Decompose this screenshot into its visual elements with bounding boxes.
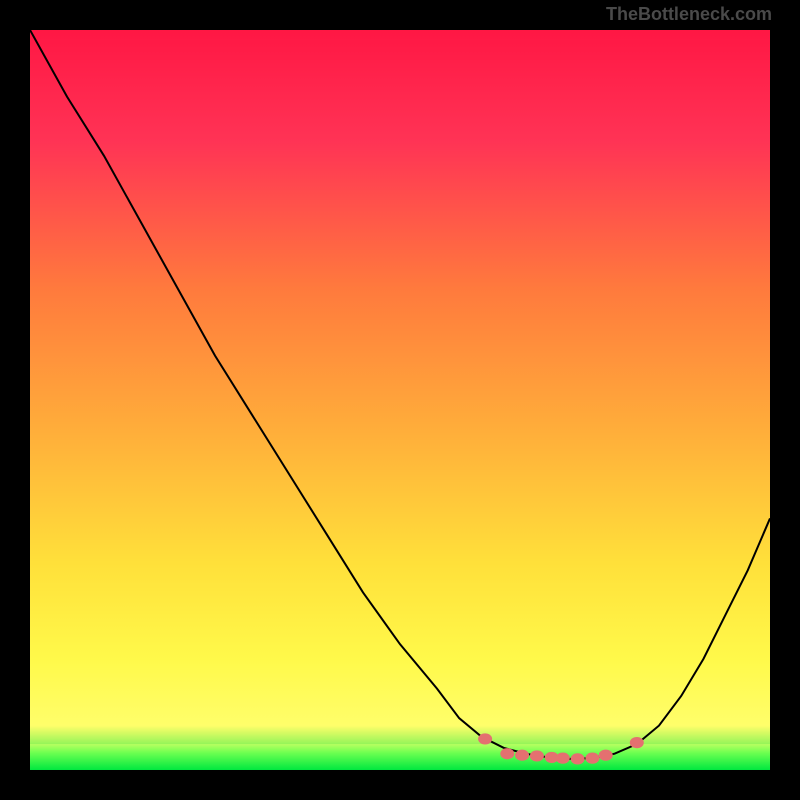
- curve-dot: [478, 733, 492, 744]
- curve-dot: [630, 737, 644, 748]
- curve-dot: [585, 753, 599, 764]
- curve-dot: [556, 753, 570, 764]
- curve-dot: [571, 753, 585, 764]
- chart-container: [30, 30, 770, 770]
- curve-dot: [515, 750, 529, 761]
- curve-dot: [500, 748, 514, 759]
- curve-dot: [530, 750, 544, 761]
- chart-curve: [30, 30, 770, 770]
- curve-line: [30, 30, 770, 759]
- watermark-text: TheBottleneck.com: [606, 4, 772, 25]
- curve-dots: [478, 733, 644, 764]
- curve-dot: [599, 750, 613, 761]
